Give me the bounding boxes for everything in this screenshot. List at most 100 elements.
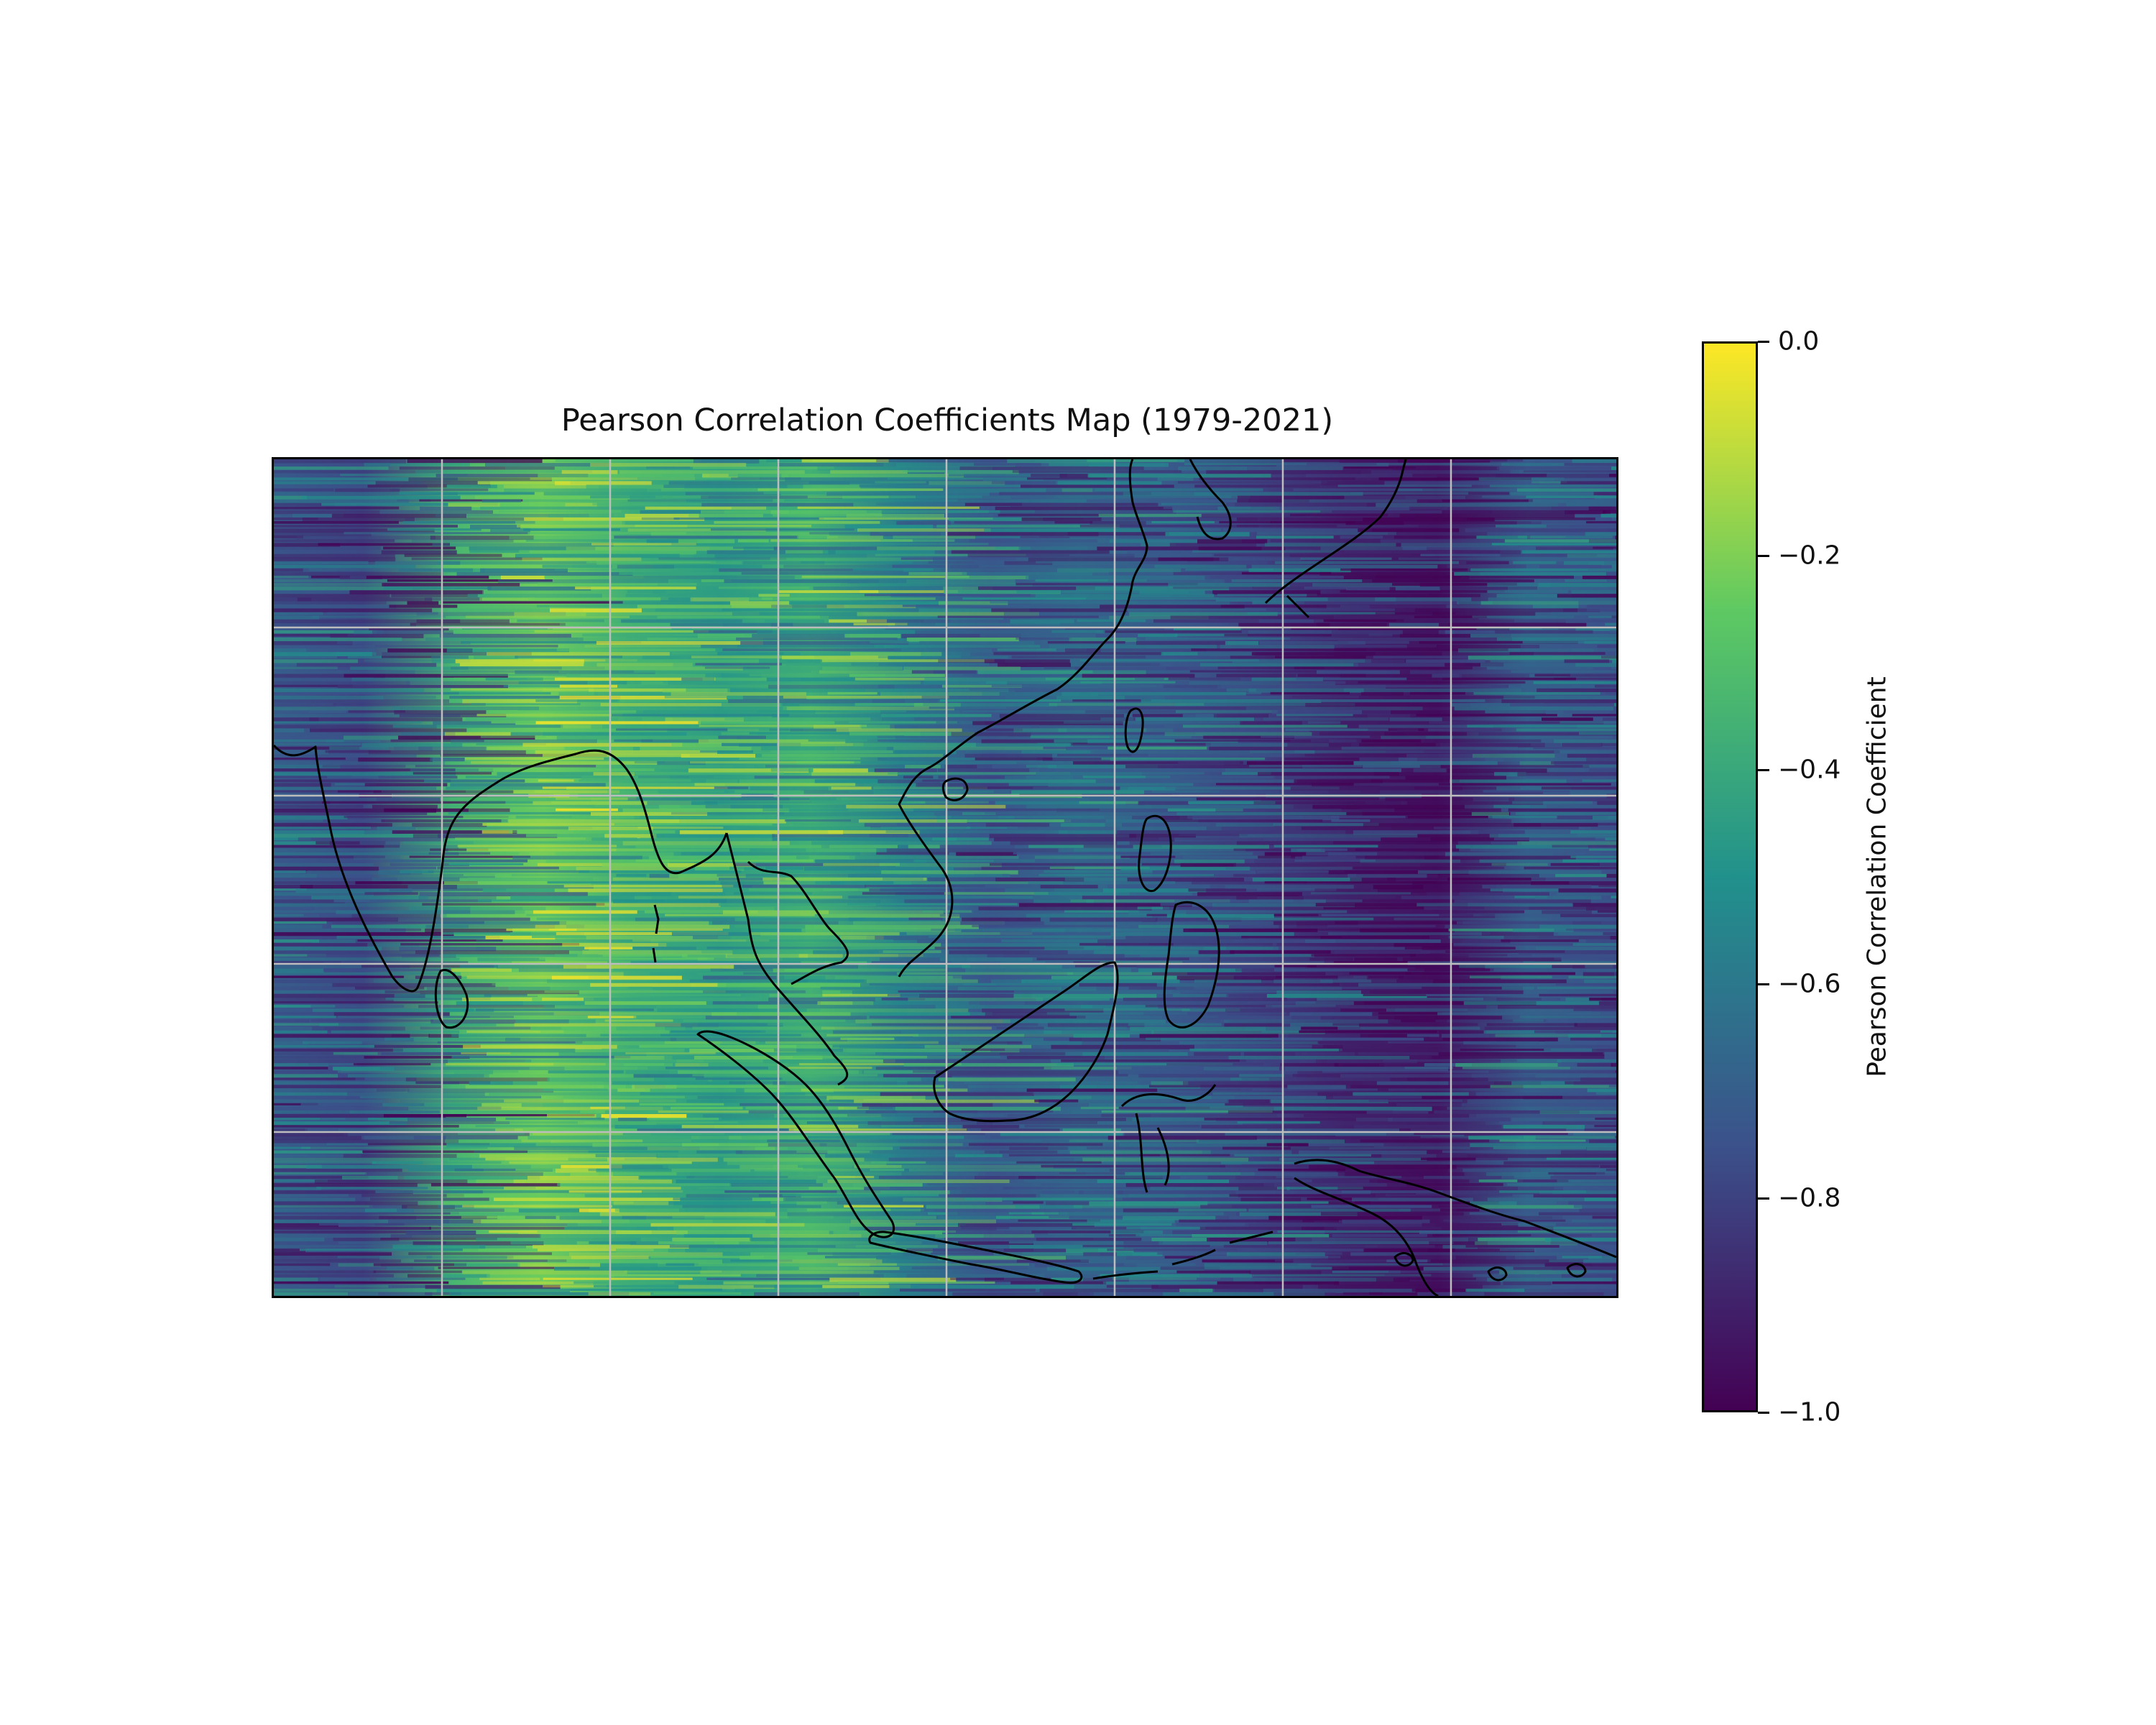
heatmap-streak: [1495, 1034, 1601, 1037]
heatmap-streak: [439, 633, 571, 638]
heatmap-streak: [848, 808, 914, 811]
heatmap-streak: [1049, 703, 1204, 706]
heatmap-streak: [384, 990, 420, 994]
heatmap-streak: [400, 943, 579, 946]
heatmap-streak: [1565, 998, 1602, 1001]
heatmap-streak: [1035, 594, 1215, 598]
heatmap-streak: [723, 910, 829, 914]
heatmap-streak: [1106, 1284, 1158, 1288]
heatmap-streak: [333, 1012, 450, 1016]
heatmap-streak: [1302, 855, 1365, 860]
heatmap-streak: [1080, 1106, 1121, 1110]
heatmap-streak: [1490, 659, 1565, 663]
heatmap-streak: [1567, 673, 1616, 677]
heatmap-streak: [1173, 586, 1254, 589]
heatmap-streak: [837, 1263, 897, 1266]
heatmap-streak: [770, 768, 811, 772]
heatmap-streak: [1586, 608, 1616, 612]
heatmap-streak: [766, 735, 895, 740]
heatmap-streak: [852, 568, 934, 571]
heatmap-streak: [1483, 998, 1542, 1001]
heatmap-streak: [772, 837, 957, 841]
heatmap-streak: [510, 896, 635, 901]
heatmap-streak: [1611, 1063, 1616, 1067]
heatmap-streak: [1445, 663, 1504, 667]
heatmap-streak: [514, 612, 586, 617]
heatmap-streak: [1433, 979, 1567, 983]
heatmap-streak: [1179, 1219, 1314, 1223]
coastline-java: [868, 1230, 1083, 1284]
heatmap-streak: [510, 1241, 577, 1245]
heatmap-streak: [1139, 590, 1205, 595]
heatmap-streak: [1493, 837, 1595, 841]
heatmap-streak: [1570, 830, 1616, 834]
heatmap-streak: [663, 1164, 773, 1169]
heatmap-streak: [753, 750, 895, 754]
heatmap-streak: [543, 1088, 608, 1091]
heatmap-streak: [527, 993, 579, 996]
heatmap-streak: [1577, 834, 1616, 837]
heatmap-streak: [946, 1212, 1013, 1217]
heatmap-streak: [407, 601, 439, 605]
heatmap-streak: [926, 1205, 1040, 1209]
heatmap-streak: [935, 622, 1112, 626]
heatmap-streak: [584, 645, 737, 648]
heatmap-streak: [522, 906, 563, 910]
heatmap-streak: [334, 783, 376, 786]
heatmap-streak: [361, 742, 463, 748]
heatmap-streak: [859, 484, 1021, 487]
heatmap-streak: [563, 1095, 685, 1099]
heatmap-streak: [993, 1252, 1100, 1256]
heatmap-streak: [556, 852, 674, 857]
heatmap-streak: [1131, 753, 1283, 758]
heatmap-streak: [1554, 477, 1616, 481]
heatmap-streak: [592, 502, 768, 506]
heatmap-streak: [880, 1092, 1034, 1097]
heatmap-streak: [274, 466, 389, 470]
heatmap-streak: [1207, 1012, 1286, 1015]
heatmap-streak: [622, 808, 789, 812]
heatmap-streak: [1178, 761, 1240, 765]
heatmap-streak: [1086, 597, 1220, 600]
heatmap-streak: [929, 707, 1054, 709]
heatmap-streak: [617, 1088, 650, 1092]
heatmap-streak: [1407, 816, 1493, 819]
heatmap-streak: [671, 811, 785, 815]
heatmap-streak: [836, 797, 908, 801]
heatmap-streak: [880, 539, 955, 542]
heatmap-streak: [1115, 779, 1297, 783]
heatmap-streak: [657, 1008, 821, 1012]
heatmap-streak: [513, 790, 620, 794]
heatmap-streak: [1276, 1176, 1402, 1179]
heatmap-streak: [518, 1164, 563, 1169]
heatmap-streak: [1082, 1099, 1227, 1103]
heatmap-streak: [1036, 998, 1110, 1001]
heatmap-streak: [913, 859, 1036, 862]
heatmap-streak: [274, 1161, 377, 1164]
heatmap-streak: [337, 1070, 519, 1073]
heatmap-streak: [731, 1183, 853, 1187]
heatmap-streak: [900, 557, 1016, 560]
heatmap-streak: [1475, 1092, 1596, 1096]
heatmap-streak: [877, 758, 1037, 761]
heatmap-streak: [783, 696, 949, 699]
heatmap-streak: [443, 673, 581, 676]
heatmap-streak: [601, 1219, 766, 1224]
heatmap-streak: [965, 1052, 1066, 1056]
heatmap-streak: [1188, 801, 1276, 804]
heatmap-streak: [1120, 855, 1176, 858]
heatmap-streak: [874, 1270, 962, 1273]
heatmap-streak: [358, 758, 433, 762]
heatmap-streak: [1036, 957, 1189, 960]
heatmap-streak: [913, 1070, 942, 1073]
heatmap-streak: [864, 1070, 936, 1074]
heatmap-streak: [1305, 703, 1470, 707]
heatmap-streak: [1045, 961, 1081, 965]
colorbar-tick-label: −0.6: [1778, 969, 1841, 999]
heatmap-streak: [274, 1256, 380, 1261]
heatmap-streak: [683, 1234, 770, 1238]
heatmap-streak: [671, 932, 761, 937]
heatmap-streak: [1163, 506, 1251, 510]
heatmap-streak: [613, 968, 724, 971]
heatmap-streak: [344, 816, 509, 819]
